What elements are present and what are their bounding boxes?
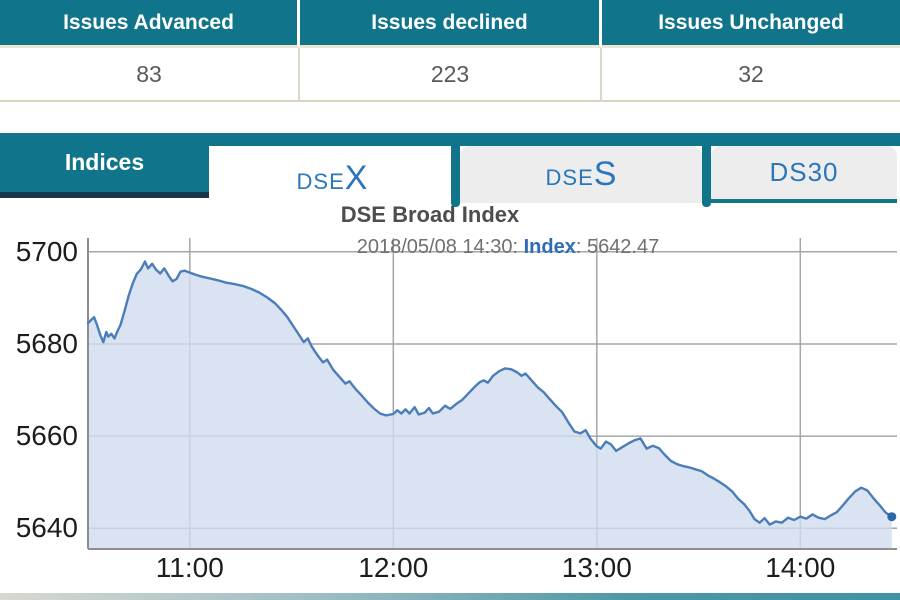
issues-header-row: Issues Advanced Issues declined Issues U… xyxy=(0,0,900,48)
issues-declined-value: 223 xyxy=(300,48,602,102)
y-axis-tick-label: 5660 xyxy=(15,420,78,452)
indices-group-label: Indices xyxy=(0,133,209,198)
tab-dses-label-prefix: DSE xyxy=(545,165,594,190)
chart-annotation-datetime: 2018/05/08 14:30: xyxy=(356,236,524,258)
y-axis-tick-label: 5700 xyxy=(15,235,78,267)
tab-dses-label: DSE S xyxy=(546,155,617,194)
chart-title: DSE Broad Index xyxy=(340,202,520,227)
tab-dses[interactable]: DSE S xyxy=(460,146,702,203)
issues-unchanged-value: 32 xyxy=(602,48,900,102)
issues-declined-header: Issues declined xyxy=(300,0,602,48)
issues-value-row: 83 223 32 xyxy=(0,48,900,102)
footer-accent-strip xyxy=(0,593,900,600)
indices-tab-bar: Indices DSE X DSE S DS30 xyxy=(0,133,900,210)
tab-ds30[interactable]: DS30 xyxy=(711,146,897,203)
issues-unchanged-header: Issues Unchanged xyxy=(602,0,900,48)
x-axis-tick-label: 11:00 xyxy=(155,552,224,583)
issues-advanced-header: Issues Advanced xyxy=(0,0,300,48)
x-axis-tick-label: 13:00 xyxy=(561,552,632,583)
x-axis-tick-label: 14:00 xyxy=(765,552,836,583)
issues-summary-table: Issues Advanced Issues declined Issues U… xyxy=(0,0,900,102)
tab-dsex-label-prefix: DSE xyxy=(296,168,345,194)
index-chart-svg xyxy=(86,238,897,550)
chart-annotation-value: : 5642.47 xyxy=(575,236,660,258)
tab-ds30-label-prefix: DS30 xyxy=(769,157,839,187)
tab-dsex-label: DSE X xyxy=(297,159,368,198)
tab-ds30-label: DS30 xyxy=(769,157,838,188)
index-line xyxy=(86,260,893,526)
issues-advanced-value: 83 xyxy=(0,48,300,102)
y-axis-tick-label: 5680 xyxy=(15,327,78,359)
last-point-marker xyxy=(887,512,897,522)
tab-divider xyxy=(702,133,711,207)
chart-annotation-series-key: Index xyxy=(523,236,576,258)
tab-dses-label-suffix: S xyxy=(593,155,617,193)
tab-divider xyxy=(451,133,460,207)
y-axis-tick-label: 5640 xyxy=(15,512,78,544)
tab-dsex[interactable]: DSE X xyxy=(213,146,451,210)
tab-dsex-label-suffix: X xyxy=(344,158,368,197)
tab-bar-top-strip xyxy=(0,133,900,146)
index-area-fill xyxy=(88,261,892,549)
x-axis-tick-label: 12:00 xyxy=(358,552,429,583)
chart-annotation: 2018/05/08 14:30: Index: 5642.47 xyxy=(258,236,758,259)
